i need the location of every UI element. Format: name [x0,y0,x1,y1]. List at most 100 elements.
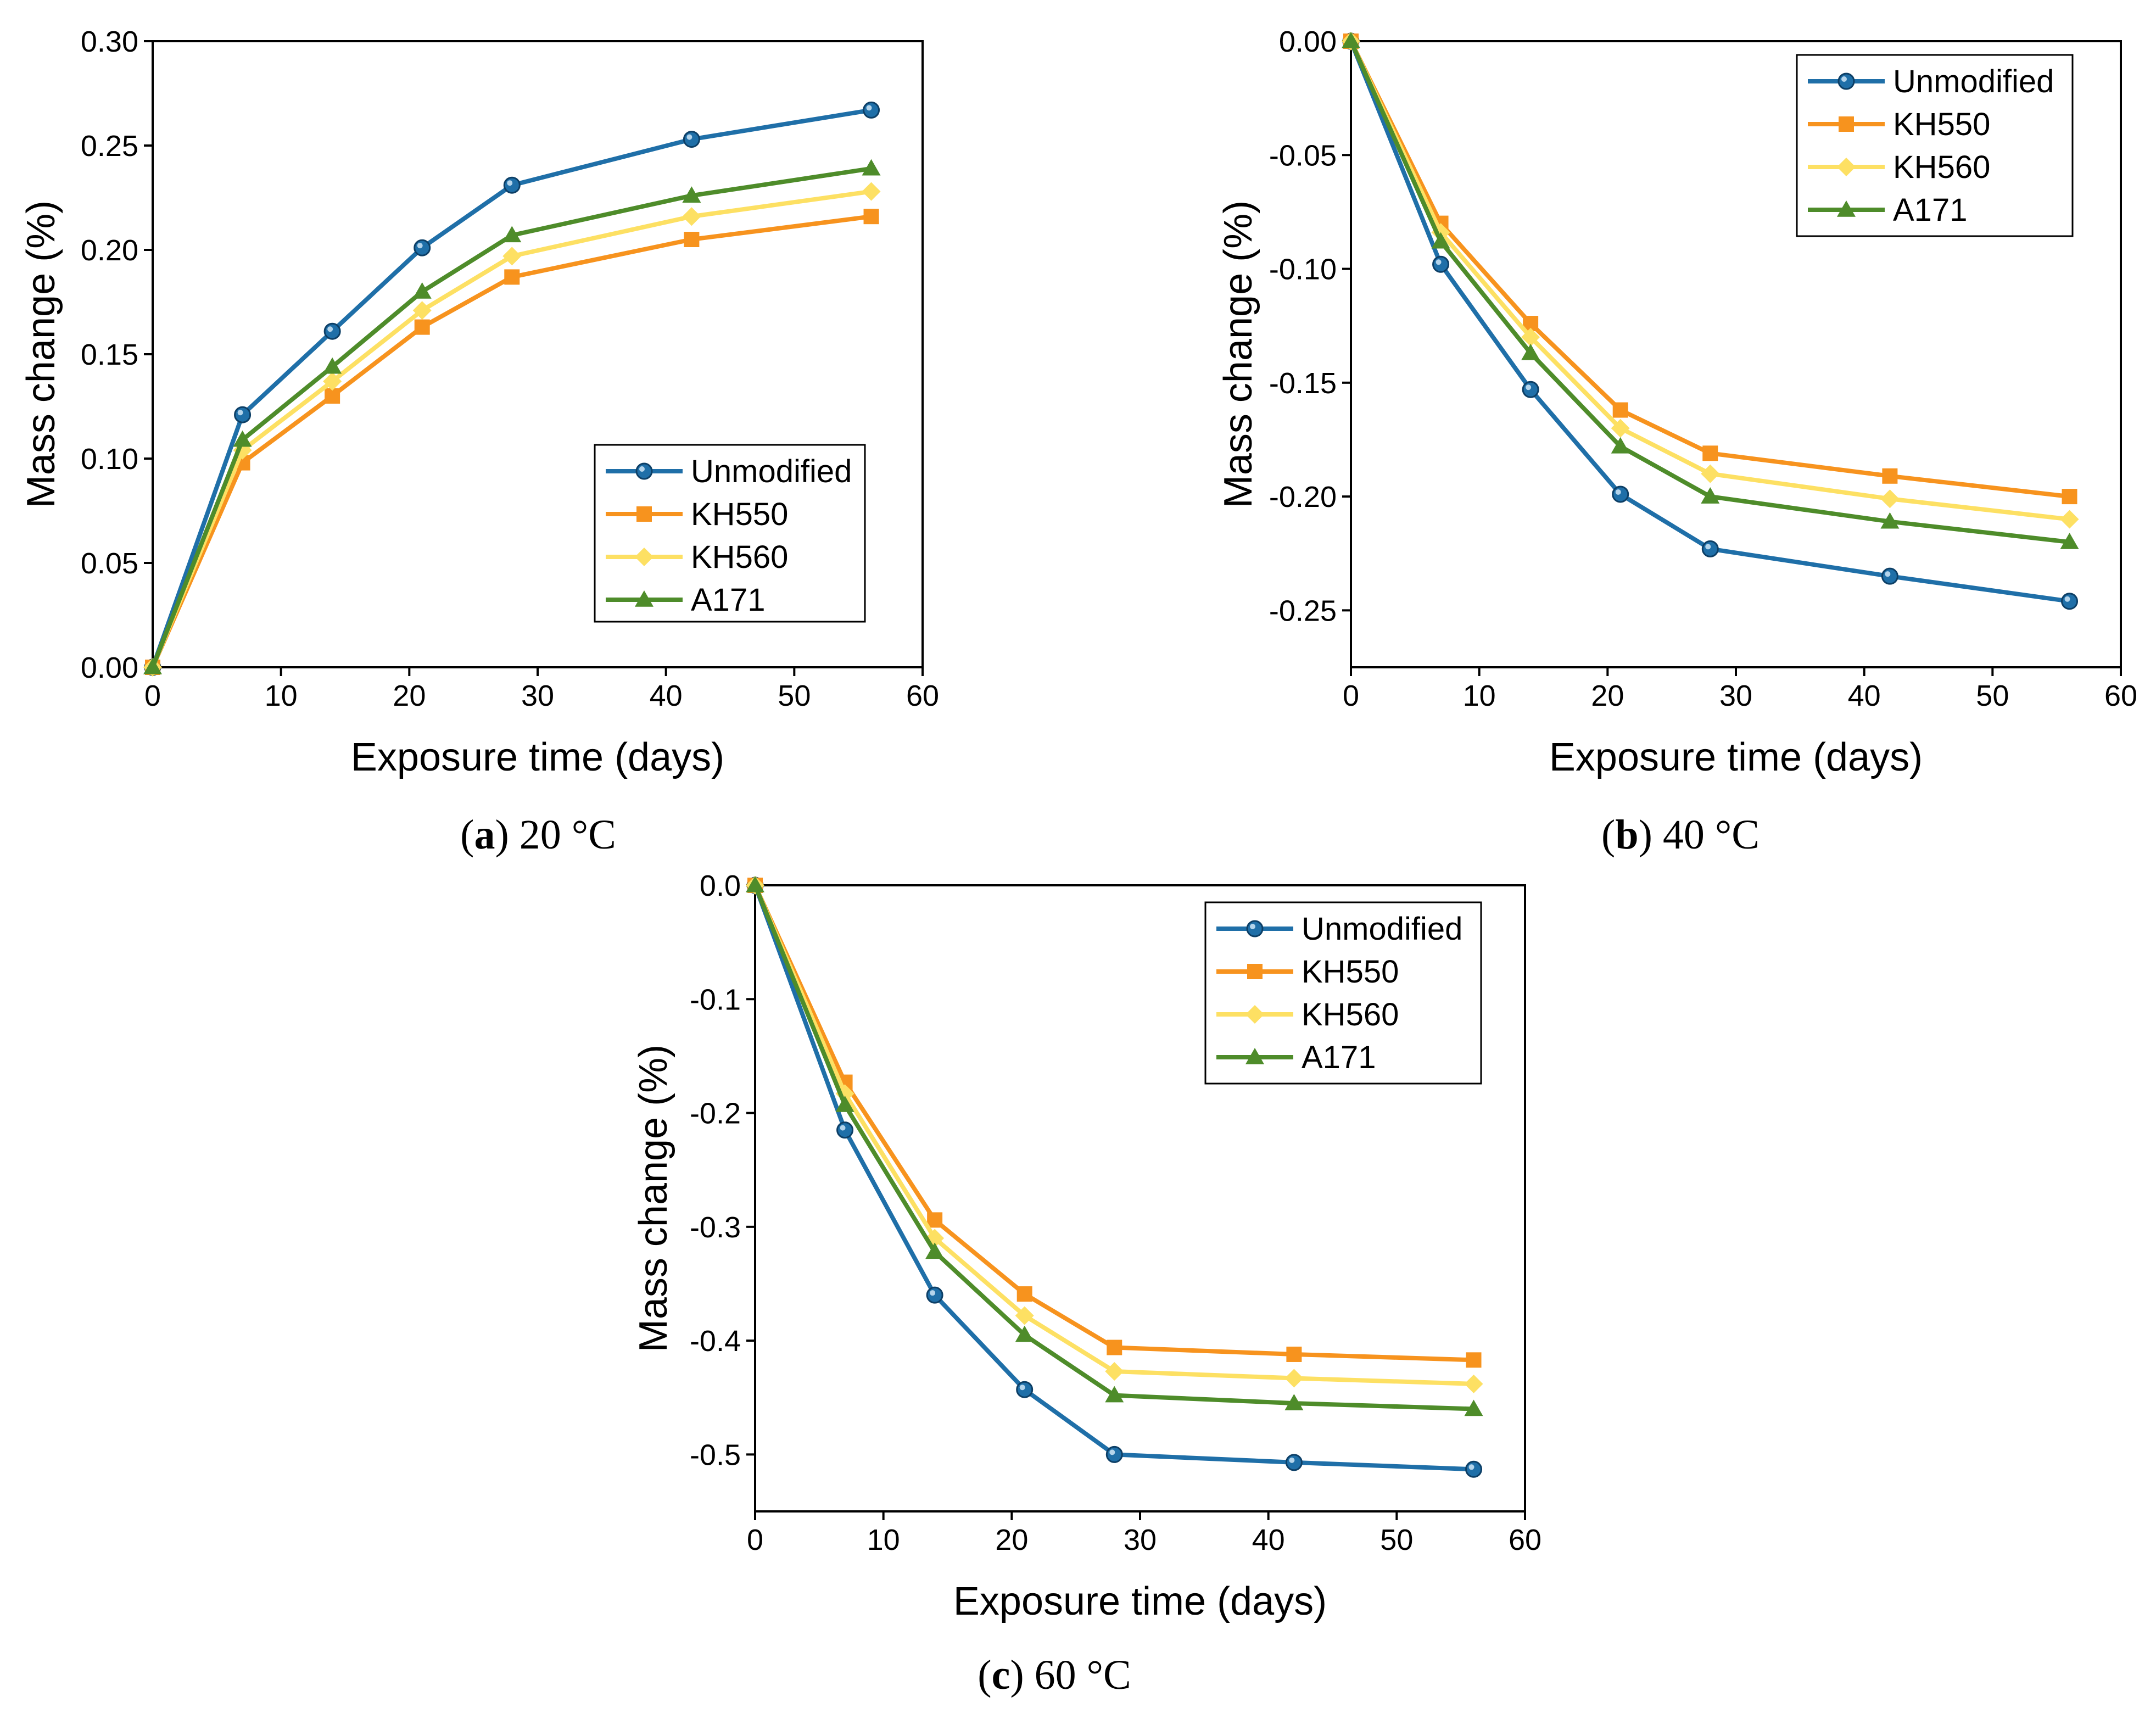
data-point-kh550 [1702,445,1718,461]
y-tick-label: 0.05 [81,547,138,580]
legend-marker-kh550 [636,506,652,522]
data-point-a171 [1464,1399,1483,1416]
data-point-a171 [412,282,432,299]
y-tick-label: 0.00 [1279,25,1337,58]
legend-label-unmodified: Unmodified [1302,911,1462,947]
data-point-a171 [323,357,342,374]
legend-marker-kh560 [1837,158,1856,176]
data-point-kh560 [323,372,342,391]
data-point-kh550 [684,232,700,247]
data-point-unmodified [323,322,341,340]
y-tick-label: -0.2 [690,1097,741,1130]
data-point-unmodified [1465,1460,1483,1478]
y-tick-label: 0.0 [700,869,741,902]
data-point-unmodified [2061,593,2079,610]
data-point-kh550 [504,269,520,285]
x-tick-label: 0 [747,1523,763,1556]
data-point-kh560 [1015,1306,1034,1325]
legend-label-a171: A171 [1893,192,1967,228]
x-tick-label: 40 [1848,679,1881,712]
data-point-unmodified-highlight [1019,1385,1025,1391]
legend-label-unmodified: Unmodified [1893,64,2054,99]
data-point-unmodified [414,239,431,256]
legend: Unmodified KH550 KH560 A171 [1204,901,1482,1085]
data-point-kh550 [2062,489,2077,505]
x-axis-title: Exposure time (days) [351,735,724,779]
legend-label-kh560: KH560 [691,539,788,575]
x-tick-label: 20 [393,679,426,712]
legend-marker-kh550 [1247,964,1263,979]
x-tick-label: 10 [867,1523,900,1556]
y-tick-label: 0.20 [81,234,138,267]
legend-marker-a171 [1837,200,1856,217]
legend-marker-kh560 [635,548,653,566]
y-axis-title: Mass change (%) [632,1045,675,1352]
legend-label-a171: A171 [691,582,765,618]
data-point-kh560 [412,301,432,320]
data-point-unmodified [503,176,521,194]
y-tick-label: -0.10 [1269,253,1337,286]
legend: Unmodified KH550 KH560 A171 [594,444,866,623]
legend-label-unmodified: Unmodified [691,454,852,489]
data-point-unmodified-highlight [840,1125,846,1131]
x-tick-label: 0 [144,679,161,712]
x-tick-label: 50 [1380,1523,1413,1556]
data-point-unmodified-highlight [1526,384,1532,390]
data-point-kh560 [1284,1369,1304,1388]
x-tick-label: 40 [1252,1523,1285,1556]
data-point-unmodified-highlight [327,326,333,332]
x-tick-label: 10 [265,679,298,712]
data-point-kh560 [682,207,701,226]
legend-label-a171: A171 [1302,1040,1376,1075]
y-axis-title: Mass change (%) [19,200,63,508]
data-point-unmodified-highlight [686,134,692,140]
data-point-a171 [1611,437,1630,454]
data-point-unmodified [1881,567,1898,585]
y-tick-label: 0.15 [81,338,138,371]
legend-marker-a171 [1245,1048,1264,1064]
y-tick-label: -0.25 [1269,594,1337,627]
data-point-unmodified [683,131,700,148]
data-point-kh560 [1105,1362,1124,1381]
data-point-a171 [1521,343,1540,360]
data-point-a171 [1105,1386,1124,1403]
data-point-unmodified-highlight [2064,596,2070,602]
data-point-unmodified [1522,381,1539,398]
x-tick-label: 60 [906,679,939,712]
data-point-a171 [1431,232,1450,249]
chart-panel-a: 0 10 20 30 40 50 60 0.00 0.05 0.10 0.15 0.20 0.25 0.3… [19,25,939,858]
data-point-unmodified [234,406,252,423]
data-point-unmodified-highlight [930,1290,936,1296]
legend-marker-unmodified [1837,72,1855,90]
legend-label-kh560: KH560 [1302,997,1399,1032]
data-point-unmodified-highlight [1289,1457,1295,1463]
y-tick-label: -0.15 [1269,367,1337,400]
x-axis-title: Exposure time (days) [1549,735,1923,779]
data-point-a171 [862,159,881,176]
data-point-kh560 [1701,464,1720,483]
data-point-kh560 [1611,418,1630,438]
data-point-a171 [143,658,162,674]
legend-label-kh550: KH550 [691,496,788,532]
x-tick-label: 60 [2104,679,2137,712]
data-point-a171 [746,876,764,892]
x-tick-label: 30 [1124,1523,1157,1556]
legend: Unmodified KH550 KH560 A171 [1796,54,2074,237]
y-tick-label: -0.05 [1269,139,1337,172]
data-point-unmodified [1701,540,1719,557]
legend-marker-unmodified [1246,920,1264,937]
data-point-a171 [1880,512,1900,529]
x-tick-label: 20 [995,1523,1028,1556]
data-point-kh550 [1882,468,1898,484]
x-tick-label: 20 [1591,679,1624,712]
data-point-unmodified [1016,1381,1034,1398]
data-point-unmodified-highlight [417,243,423,249]
data-point-a171 [682,186,701,203]
data-point-a171 [835,1096,854,1112]
data-point-unmodified [926,1286,943,1304]
data-point-unmodified [1612,485,1629,503]
x-tick-label: 30 [1719,679,1752,712]
data-point-a171 [1701,487,1720,504]
legend-marker-unmodified-highlight [1250,924,1255,929]
data-point-unmodified-highlight [1885,571,1891,577]
